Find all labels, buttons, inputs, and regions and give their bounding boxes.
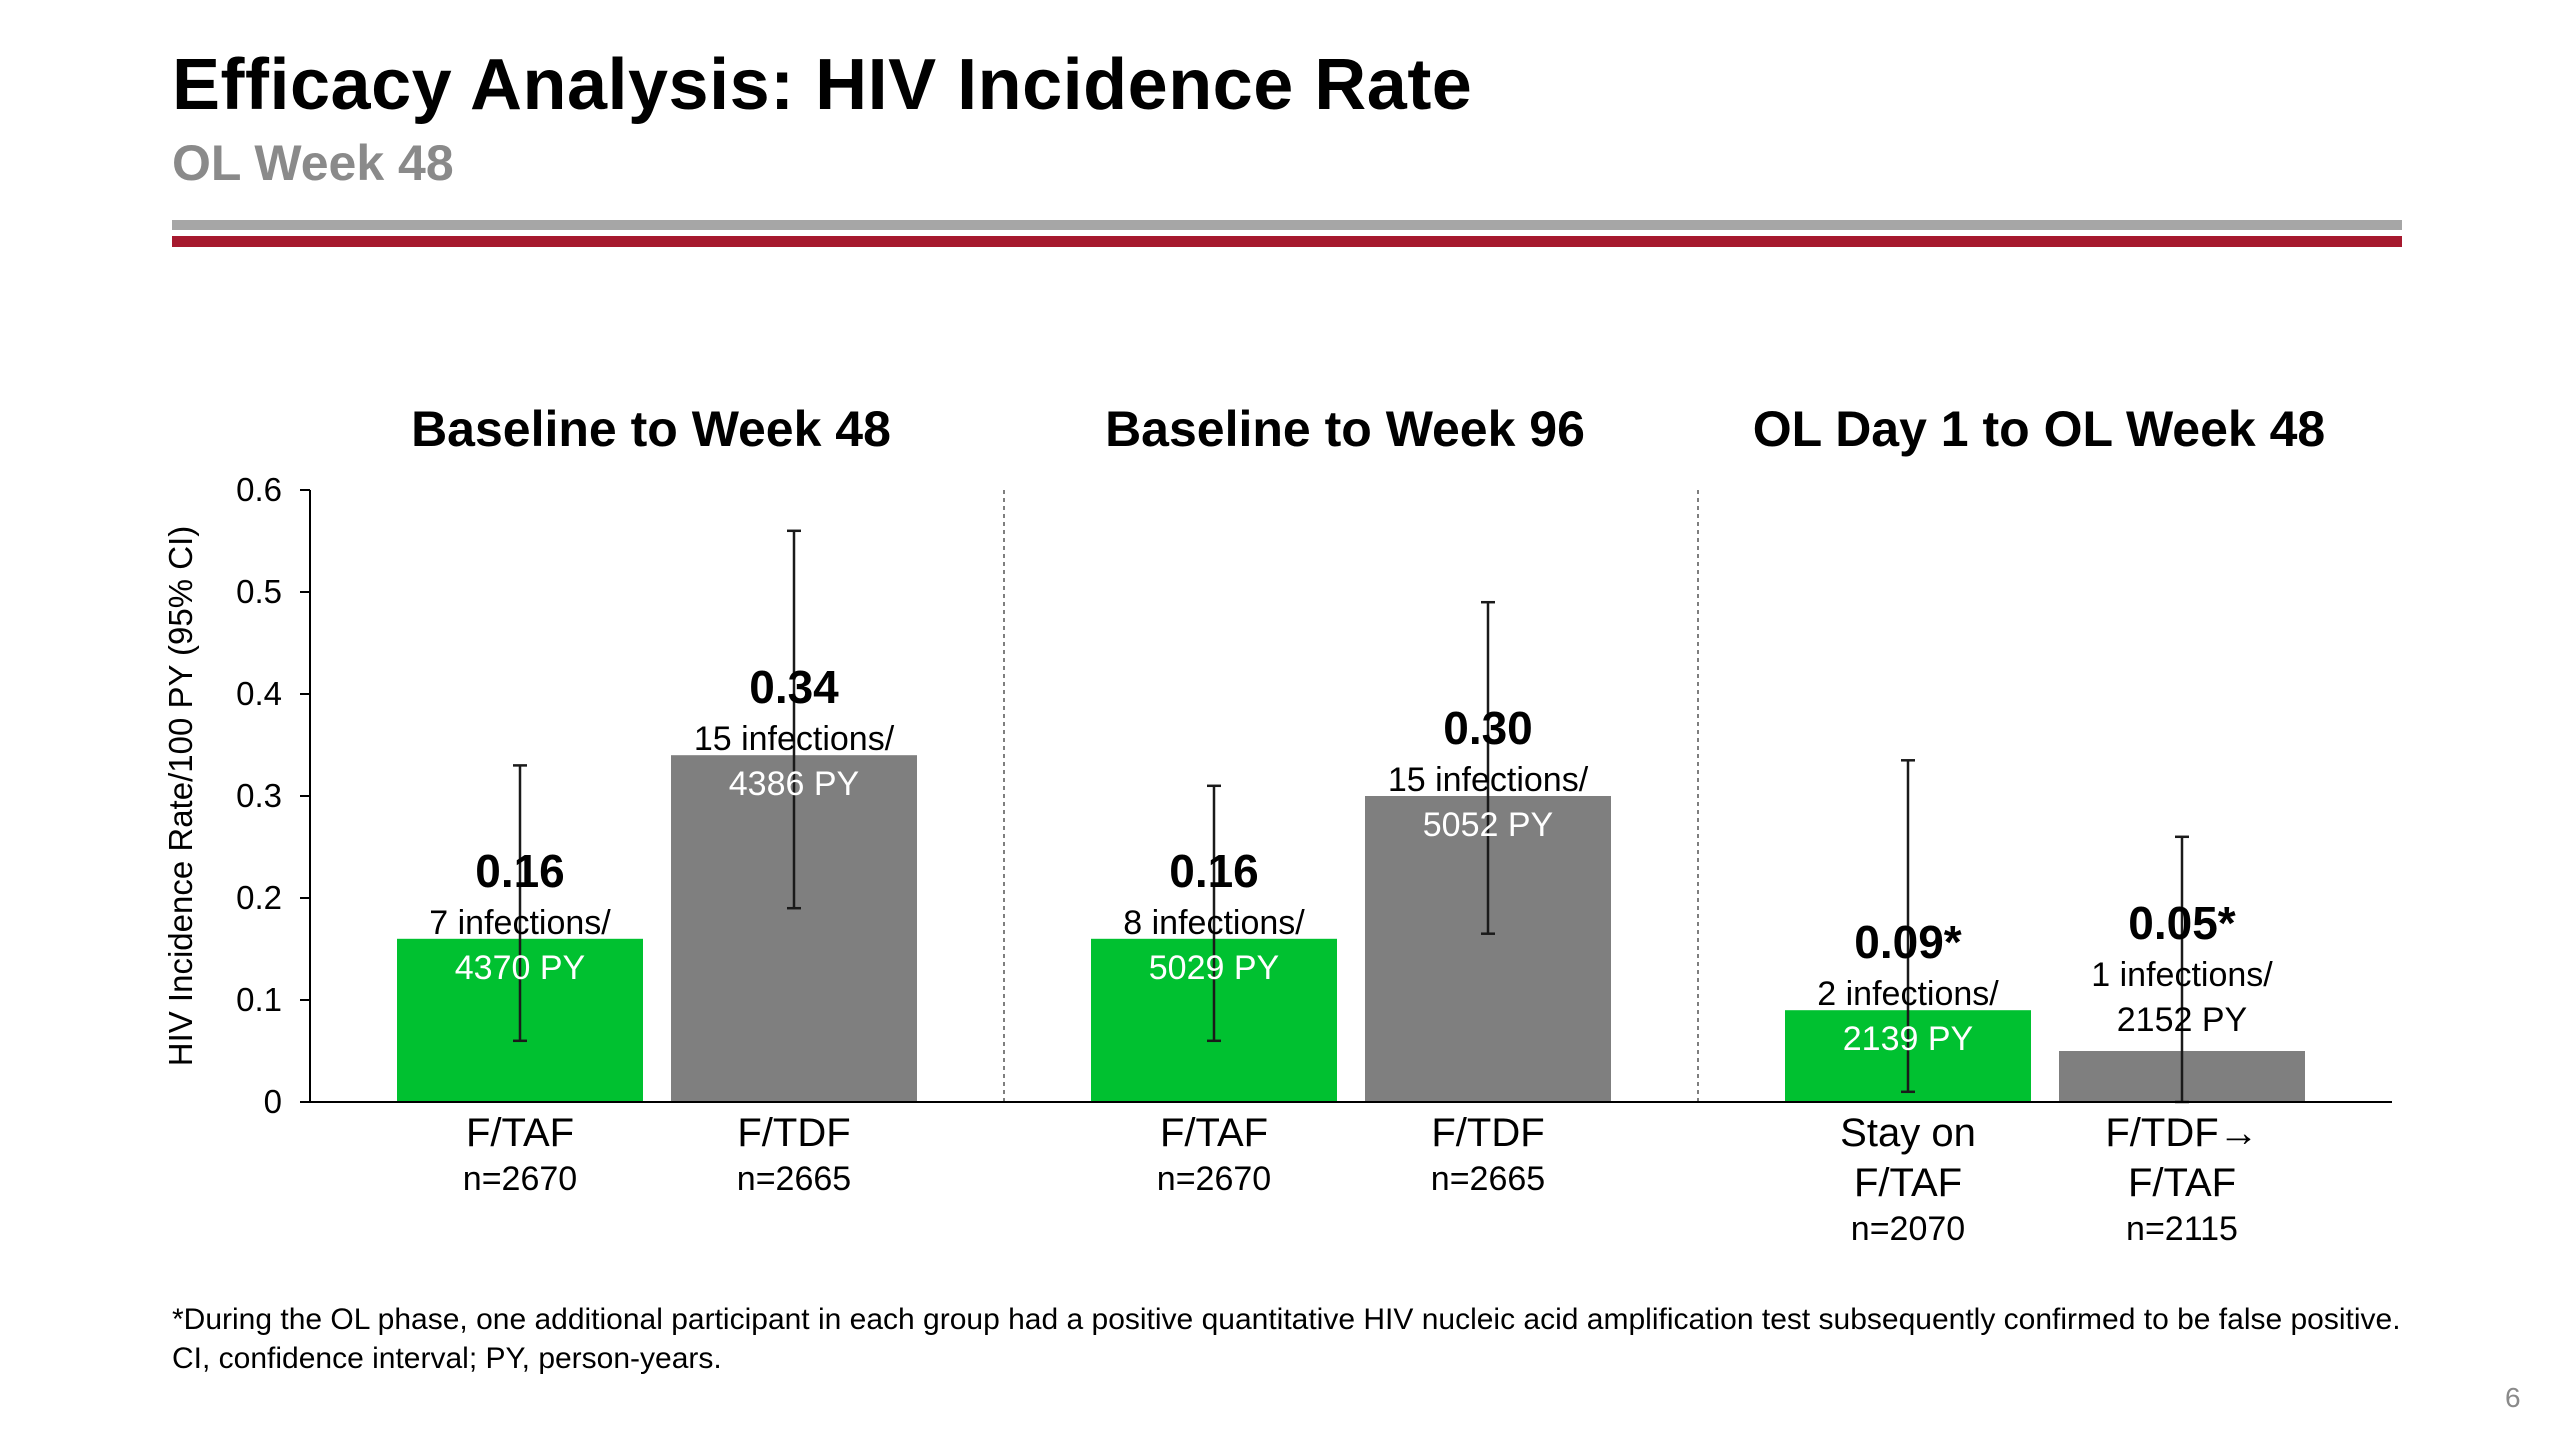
x-n-label: n=2070 (1851, 1210, 1965, 1248)
data-label-person-years: 2139 PY (1843, 1020, 1973, 1058)
x-category-label: F/TDF→ (2105, 1111, 2258, 1155)
x-n-label: n=2115 (2126, 1210, 2238, 1248)
slide-title: Efficacy Analysis: HIV Incidence Rate (172, 45, 1473, 125)
y-tick-label: 0.2 (236, 879, 282, 916)
x-category-label: F/TAF (2128, 1161, 2236, 1205)
y-tick-label: 0 (264, 1083, 282, 1120)
x-category-label: F/TDF (737, 1111, 850, 1155)
data-label-value: 0.05* (2128, 897, 2236, 949)
footnote-false-positive: *During the OL phase, one additional par… (172, 1303, 2401, 1336)
footnote-abbreviations: CI, confidence interval; PY, person-year… (172, 1342, 722, 1375)
panel-title: OL Day 1 to OL Week 48 (1753, 401, 2325, 457)
data-label-infections: 15 infections/ (1388, 761, 1589, 799)
data-label-value: 0.30 (1443, 702, 1533, 754)
data-label-infections: 2 infections/ (1817, 975, 1999, 1013)
data-label-value: 0.09* (1854, 916, 1962, 968)
data-label-person-years: 4386 PY (729, 765, 859, 803)
data-label-person-years: 5029 PY (1149, 949, 1279, 987)
y-tick-label: 0.3 (236, 777, 282, 814)
x-n-label: n=2665 (737, 1160, 851, 1198)
data-label-infections: 15 infections/ (694, 720, 895, 758)
x-category-label: F/TAF (1160, 1111, 1268, 1155)
page-number: 6 (2505, 1382, 2521, 1413)
panel-title: Baseline to Week 96 (1105, 401, 1585, 457)
y-tick-label: 0.1 (236, 981, 282, 1018)
data-label-value: 0.16 (1169, 845, 1259, 897)
y-tick-label: 0.6 (236, 471, 282, 508)
data-label-value: 0.34 (749, 661, 839, 713)
x-category-label: F/TAF (466, 1111, 574, 1155)
header-rule-red (172, 236, 2402, 247)
x-n-label: n=2665 (1431, 1160, 1545, 1198)
x-category-label: Stay on (1840, 1111, 1976, 1155)
data-label-infections: 7 infections/ (429, 904, 611, 942)
data-label-infections: 1 infections/ (2091, 956, 2273, 994)
x-n-label: n=2670 (463, 1160, 577, 1198)
data-label-person-years: 2152 PY (2117, 1001, 2247, 1039)
data-label-person-years: 5052 PY (1423, 806, 1553, 844)
data-label-infections: 8 infections/ (1123, 904, 1305, 942)
header-rule-gray (172, 220, 2402, 230)
y-tick-label: 0.5 (236, 573, 282, 610)
y-tick-label: 0.4 (236, 675, 282, 712)
data-label-value: 0.16 (475, 845, 565, 897)
x-category-label: F/TAF (1854, 1161, 1962, 1205)
footnote: *During the OL phase, one additional par… (172, 1300, 2412, 1378)
y-axis-label: HIV Incidence Rate/100 PY (95% CI) (162, 526, 199, 1067)
panel-title: Baseline to Week 48 (411, 401, 891, 457)
slide-subtitle: OL Week 48 (172, 135, 454, 191)
data-label-person-years: 4370 PY (455, 949, 585, 987)
x-n-label: n=2670 (1157, 1160, 1271, 1198)
x-category-label: F/TDF (1431, 1111, 1544, 1155)
